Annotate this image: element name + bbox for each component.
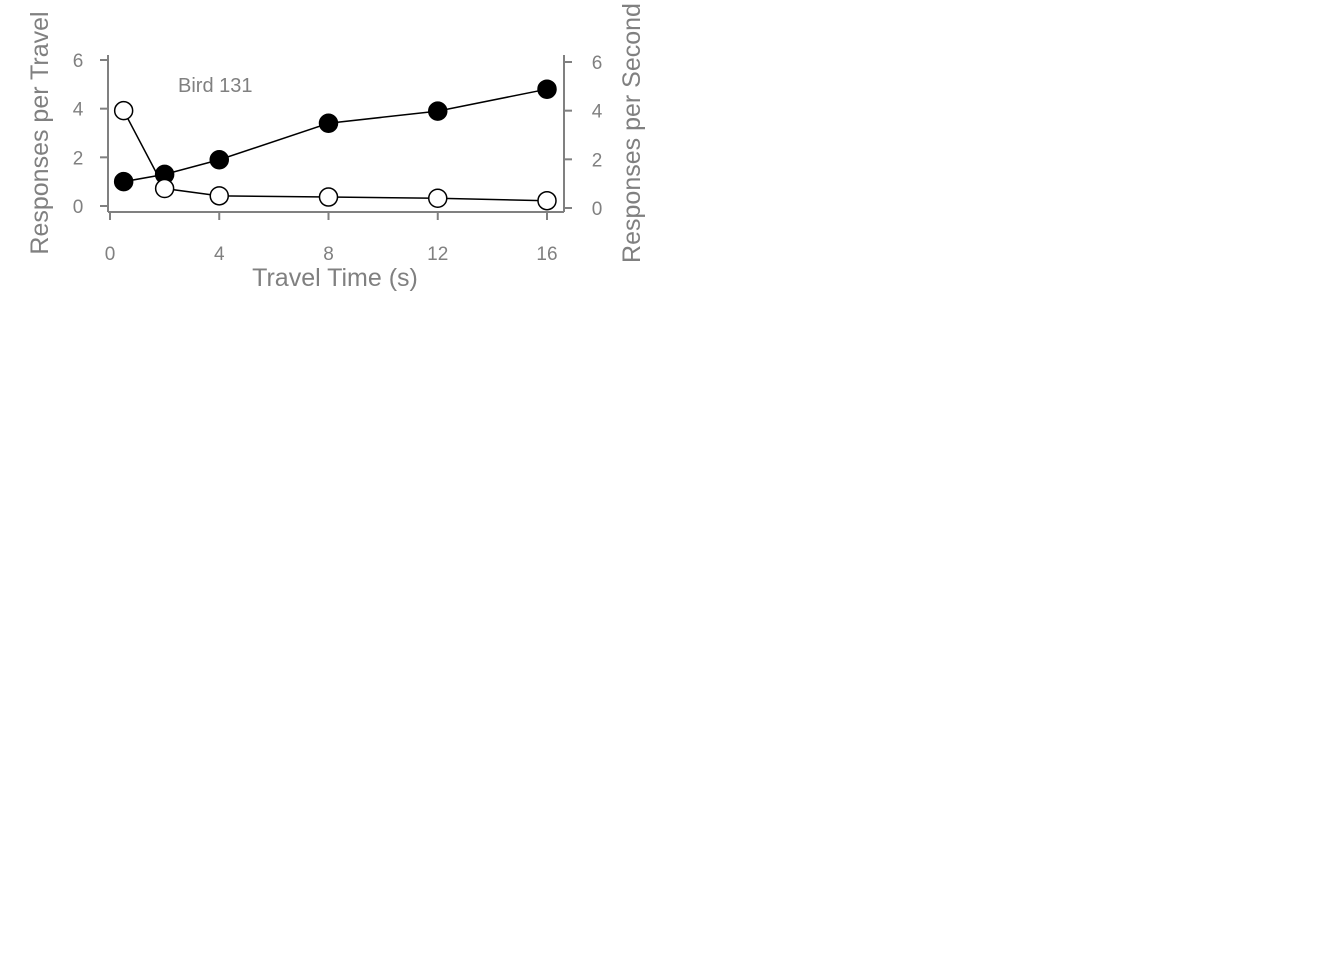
right-y-axis: 0 2 4 6 bbox=[563, 53, 603, 220]
left-y-tick-label: 6 bbox=[73, 51, 84, 72]
series-2-point bbox=[537, 190, 557, 211]
series-1-point bbox=[428, 101, 448, 121]
series-1-point bbox=[113, 171, 134, 192]
x-tick-label: 16 bbox=[536, 244, 557, 265]
right-y-tick-label: 0 bbox=[592, 199, 603, 220]
x-tick-label: 4 bbox=[214, 244, 225, 265]
right-y-tick-label: 4 bbox=[592, 102, 603, 123]
series-layer bbox=[113, 79, 557, 211]
left-y-axis-title: Responses per Travel bbox=[26, 11, 54, 254]
series-2-point bbox=[209, 186, 229, 206]
right-y-axis-title: Responses per Second bbox=[618, 3, 646, 263]
right-y-tick-label: 6 bbox=[592, 53, 603, 74]
series-1-point bbox=[209, 150, 229, 170]
x-tick-label: 0 bbox=[105, 244, 116, 265]
x-tick-label: 12 bbox=[427, 244, 448, 265]
chart-annotation: Bird 131 bbox=[178, 75, 253, 97]
left-y-axis: 0 2 4 6 bbox=[73, 51, 109, 218]
left-y-tick-label: 0 bbox=[73, 197, 84, 218]
series-1-line bbox=[123, 88, 548, 183]
left-y-tick-label: 2 bbox=[73, 148, 84, 169]
series-1-point bbox=[537, 79, 557, 99]
x-axis: 0 4 8 12 16 bbox=[105, 211, 564, 265]
series-2-point bbox=[428, 188, 448, 209]
series-1-point bbox=[318, 113, 339, 134]
x-tick-label: 8 bbox=[323, 244, 334, 265]
series-2-point bbox=[113, 100, 134, 121]
series-2-point bbox=[154, 178, 175, 199]
right-y-tick-label: 2 bbox=[592, 150, 603, 171]
left-y-tick-label: 4 bbox=[73, 100, 84, 121]
x-axis-title: Travel Time (s) bbox=[252, 264, 418, 292]
series-2-point bbox=[318, 187, 339, 207]
